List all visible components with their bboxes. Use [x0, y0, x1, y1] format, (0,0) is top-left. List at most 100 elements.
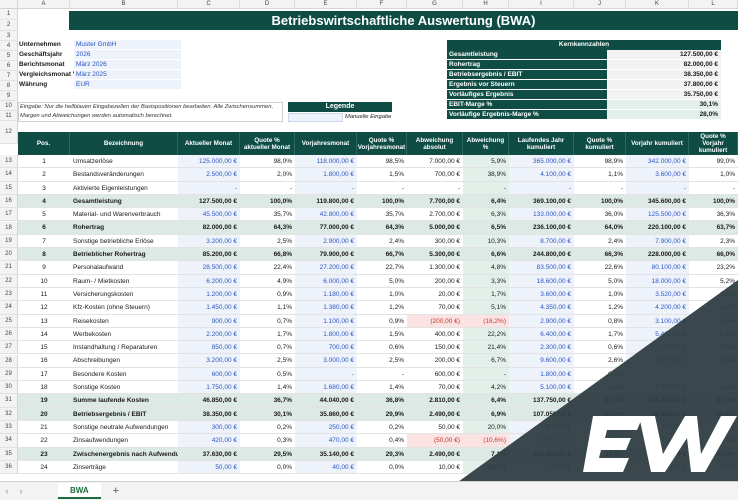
kpi-value[interactable]: 30,1%	[607, 100, 721, 109]
cell-abw[interactable]: 70,00 €	[438, 384, 460, 392]
cell-akt[interactable]: 50,00 €	[178, 460, 240, 474]
cell-q1[interactable]: 0,5%	[277, 370, 292, 378]
cell-abw[interactable]: 200,00 €	[434, 277, 460, 285]
row-header[interactable]: 20	[0, 248, 18, 262]
cell-q2[interactable]: -	[401, 370, 404, 378]
cell-abw[interactable]: 70,00 €	[438, 304, 460, 312]
header-prior-ytd[interactable]: Vorjahr kumuliert	[626, 132, 689, 155]
cell-q1[interactable]: 2,5%	[277, 237, 292, 245]
cell-q2[interactable]: 2,4%	[389, 237, 404, 245]
header-quote-current[interactable]: Quote % aktueller Monat	[240, 132, 295, 155]
row-header[interactable]: 21	[0, 261, 18, 275]
column-header[interactable]: J	[574, 0, 626, 9]
cell-pos[interactable]: 24	[40, 463, 48, 471]
cell-abp[interactable]: (10,6%)	[463, 434, 509, 447]
cell-vor[interactable]: 40,00 €	[295, 460, 357, 474]
cell-vor[interactable]: 35.860,00 €	[295, 407, 357, 420]
cell-q4[interactable]: 99,0%	[716, 158, 735, 165]
cell-abp[interactable]: 6,5%	[463, 221, 509, 234]
cell-lj[interactable]: -	[509, 181, 574, 194]
cell-akt[interactable]: -	[178, 181, 240, 194]
cell-vor[interactable]: 1.800,00 €	[295, 168, 357, 181]
cell-abw[interactable]: 2.700,00 €	[429, 211, 460, 219]
info-value-input[interactable]: EUR	[74, 80, 181, 90]
column-header[interactable]: H	[463, 0, 509, 9]
cell-abp[interactable]: 5,9%	[463, 155, 509, 168]
cell-abp[interactable]: 21,4%	[463, 341, 509, 354]
row-header[interactable]: 19	[0, 234, 18, 249]
info-value-input[interactable]: März 2026	[74, 60, 181, 70]
cell-vor[interactable]: 27.200,00 €	[295, 261, 357, 274]
cell-abp[interactable]: 4,8%	[463, 261, 509, 274]
info-value-input[interactable]: 2026	[74, 50, 181, 60]
cell-akt[interactable]: 37.630,00 €	[178, 447, 240, 460]
cell-q2[interactable]: 0,9%	[389, 317, 404, 325]
cell-akt[interactable]: 1.200,00 €	[178, 287, 240, 301]
cell-q1[interactable]: 1,7%	[277, 330, 292, 338]
cell-q2[interactable]: 2,5%	[389, 357, 404, 365]
cell-pos[interactable]: 9	[42, 264, 46, 272]
cell-abw[interactable]: (200,00 €)	[407, 314, 463, 327]
cell-abp[interactable]: 4,2%	[463, 381, 509, 394]
sheet-nav-next-button[interactable]: ›	[19, 486, 23, 496]
row-header[interactable]: 32	[0, 407, 18, 421]
cell-q2[interactable]: 5,0%	[389, 277, 404, 285]
cell-vor[interactable]: 6.000,00 €	[295, 274, 357, 287]
row-header[interactable]: 2	[0, 20, 18, 31]
cell-q4[interactable]: -	[732, 184, 735, 192]
column-header[interactable]: A	[18, 0, 70, 9]
row-header[interactable]: 7	[0, 71, 18, 81]
column-header[interactable]: B	[70, 0, 178, 9]
cell-akt[interactable]: 6.200,00 €	[178, 274, 240, 287]
cell-pos[interactable]: 16	[40, 357, 48, 365]
cell-q2[interactable]: 29,3%	[357, 447, 407, 460]
cell-lj[interactable]: 244.800,00 €	[509, 248, 574, 261]
cell-name[interactable]: Rohertrag	[70, 221, 178, 234]
cell-vk[interactable]: 342.000,00 €	[626, 155, 689, 168]
cell-lj[interactable]: 365.000,00 €	[509, 155, 574, 168]
cell-q4[interactable]: 5,2%	[720, 277, 735, 285]
cell-name[interactable]: Werbekosten	[73, 330, 112, 338]
cell-q1[interactable]: 1,4%	[277, 384, 292, 392]
column-header[interactable]: I	[509, 0, 574, 9]
cell-abw[interactable]: 5.000,00 €	[407, 221, 463, 234]
kpi-value[interactable]: 35.750,00 €	[607, 90, 721, 99]
cell-abp[interactable]: (18,2%)	[463, 314, 509, 327]
cell-q2[interactable]: 0,6%	[389, 344, 404, 352]
cell-vor[interactable]: 700,00 €	[295, 341, 357, 354]
cell-name[interactable]: Bestandsveränderungen	[73, 171, 144, 179]
cell-q1[interactable]: 0,2%	[277, 423, 292, 431]
cell-pos[interactable]: 19	[18, 394, 70, 407]
cell-vor[interactable]: 470,00 €	[295, 434, 357, 447]
cell-abw[interactable]: 7.000,00 €	[429, 158, 460, 165]
cell-vor[interactable]: 1.180,00 €	[295, 287, 357, 301]
row-header[interactable]: 12	[0, 121, 18, 144]
cell-pos[interactable]: 12	[40, 304, 48, 312]
cell-abw[interactable]: (50,00 €)	[407, 434, 463, 447]
cell-akt[interactable]: 600,00 €	[178, 367, 240, 381]
cell-akt[interactable]: 1.750,00 €	[178, 381, 240, 394]
row-header[interactable]: 6	[0, 61, 18, 71]
cell-q1[interactable]: 2,0%	[277, 171, 292, 179]
cell-q3[interactable]: 2,6%	[608, 357, 623, 365]
kpi-value[interactable]: 38.350,00 €	[607, 70, 721, 79]
column-header[interactable]: G	[407, 0, 463, 9]
cell-q1[interactable]: 1,1%	[277, 304, 292, 312]
cell-name[interactable]: Sonstige Kosten	[73, 384, 121, 392]
cell-vor[interactable]: 1.100,00 €	[295, 314, 357, 327]
cell-q3[interactable]: 36,0%	[604, 211, 623, 219]
cell-vor[interactable]: -	[295, 367, 357, 381]
cell-abp[interactable]: 38,9%	[463, 168, 509, 181]
row-header[interactable]: 36	[0, 460, 18, 475]
cell-vor[interactable]: 3.000,00 €	[295, 354, 357, 367]
cell-pos[interactable]: 17	[40, 370, 48, 378]
row-header[interactable]: 24	[0, 301, 18, 315]
cell-akt[interactable]: 420,00 €	[178, 434, 240, 447]
cell-vk[interactable]: 220.100,00 €	[626, 221, 689, 234]
cell-abp[interactable]: 10,3%	[463, 234, 509, 248]
cell-lj[interactable]: 236.100,00 €	[509, 221, 574, 234]
info-value-input[interactable]: Muster GmbH	[74, 40, 181, 50]
cell-abp[interactable]: 6,9%	[463, 407, 509, 420]
row-header[interactable]: 30	[0, 381, 18, 395]
row-header[interactable]: 26	[0, 327, 18, 342]
